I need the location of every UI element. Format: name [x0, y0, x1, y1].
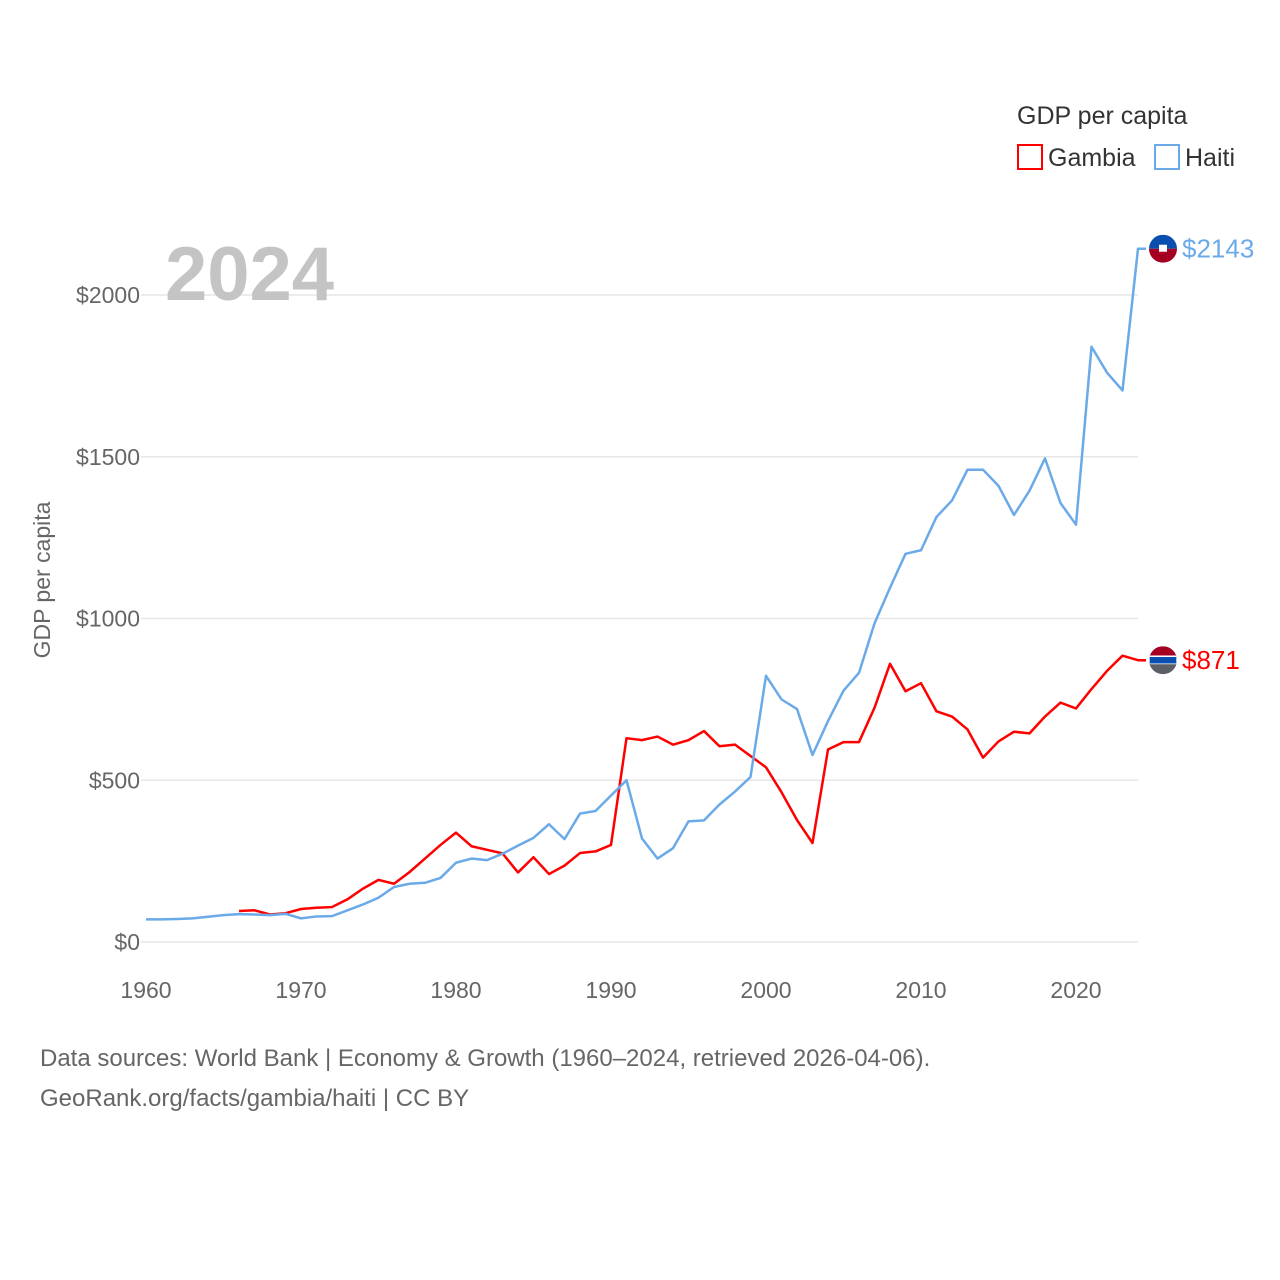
y-tick-label: $0 [114, 929, 140, 955]
flag-stripe [1149, 646, 1177, 657]
footer-sources: Data sources: World Bank | Economy & Gro… [40, 1045, 931, 1072]
flag-stripe [1149, 655, 1177, 665]
legend-swatch-gambia [1017, 144, 1043, 170]
flag-body [1149, 646, 1177, 675]
y-tick-label: $1500 [76, 444, 140, 470]
x-tick-label: 1990 [585, 977, 636, 1003]
y-axis-label: GDP per capita [29, 501, 55, 658]
x-tick-label: 1970 [275, 977, 326, 1003]
y-tick-label: $500 [89, 767, 140, 793]
series-line-haiti [146, 247, 1146, 921]
flag-stripe [1149, 664, 1177, 675]
flag-stripe [1149, 234, 1177, 249]
series-line-gambia [238, 654, 1146, 916]
end-value-label-haiti: $2143 [1182, 234, 1254, 264]
legend-title: GDP per capita [1017, 102, 1188, 130]
end-value-label-gambia: $871 [1182, 645, 1240, 675]
flag-stripe [1149, 248, 1177, 263]
legend-label-haiti[interactable]: Haiti [1185, 144, 1235, 172]
legend-swatch-haiti [1154, 144, 1180, 170]
y-tick-label: $2000 [76, 282, 140, 308]
x-tick-label: 1980 [430, 977, 481, 1003]
flag-icon-haiti [1149, 234, 1177, 263]
x-tick-label: 2020 [1050, 977, 1101, 1003]
year-watermark: 2024 [165, 232, 334, 317]
flag-icon-gambia [1149, 646, 1177, 675]
flag-emblem [1159, 244, 1167, 252]
legend-label-gambia[interactable]: Gambia [1048, 144, 1136, 172]
x-tick-label: 1960 [120, 977, 171, 1003]
x-tick-label: 2010 [895, 977, 946, 1003]
y-tick-label: $1000 [76, 606, 140, 632]
footer-attribution[interactable]: GeoRank.org/facts/gambia/haiti | CC BY [40, 1085, 470, 1112]
x-tick-label: 2000 [740, 977, 791, 1003]
flag-body [1149, 234, 1177, 263]
